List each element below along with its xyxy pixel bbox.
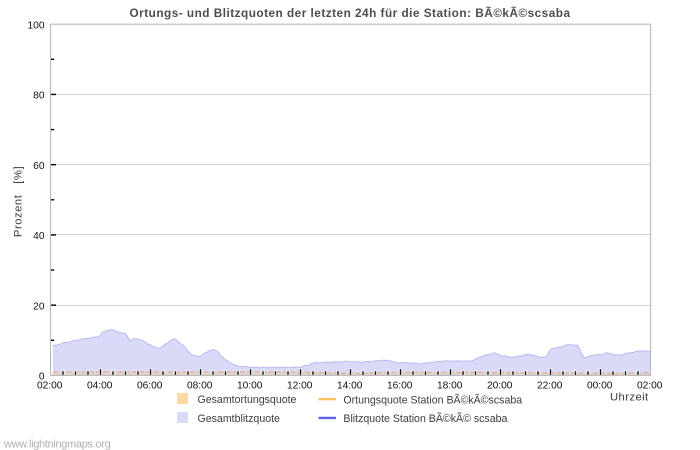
svg-text:04:00: 04:00 bbox=[87, 380, 113, 391]
svg-text:20:00: 20:00 bbox=[487, 380, 513, 391]
svg-text:60: 60 bbox=[33, 161, 45, 172]
svg-text:02:00: 02:00 bbox=[37, 380, 63, 391]
svg-text:16:00: 16:00 bbox=[387, 380, 413, 391]
svg-text:06:00: 06:00 bbox=[137, 380, 163, 391]
svg-text:14:00: 14:00 bbox=[337, 380, 363, 391]
svg-text:0: 0 bbox=[39, 372, 45, 383]
svg-text:00:00: 00:00 bbox=[587, 380, 613, 391]
svg-text:Ortungsquote Station BÃ©kÃ©scs: Ortungsquote Station BÃ©kÃ©scsaba bbox=[343, 394, 522, 407]
svg-text:Uhrzeit: Uhrzeit bbox=[610, 392, 649, 404]
svg-text:20: 20 bbox=[33, 301, 45, 312]
svg-text:10:00: 10:00 bbox=[237, 380, 263, 391]
svg-text:40: 40 bbox=[33, 231, 45, 242]
svg-text:Blitzquote Station BÃ©kÃ© scsa: Blitzquote Station BÃ©kÃ© scsaba bbox=[343, 412, 507, 425]
svg-text:Prozent [%]: Prozent [%] bbox=[12, 166, 24, 237]
svg-text:02:00: 02:00 bbox=[637, 380, 663, 391]
svg-text:Gesamtortungsquote: Gesamtortungsquote bbox=[198, 394, 297, 406]
svg-text:100: 100 bbox=[28, 20, 45, 31]
svg-text:12:00: 12:00 bbox=[287, 380, 313, 391]
svg-text:18:00: 18:00 bbox=[437, 380, 463, 391]
svg-text:www.lightningmaps.org: www.lightningmaps.org bbox=[3, 438, 111, 450]
svg-text:22:00: 22:00 bbox=[537, 380, 563, 391]
svg-text:08:00: 08:00 bbox=[187, 380, 213, 391]
svg-text:Gesamtblitzquote: Gesamtblitzquote bbox=[198, 413, 281, 425]
svg-text:80: 80 bbox=[33, 91, 45, 102]
svg-text:Ortungs- und Blitzquoten der l: Ortungs- und Blitzquoten der letzten 24h… bbox=[130, 6, 571, 20]
